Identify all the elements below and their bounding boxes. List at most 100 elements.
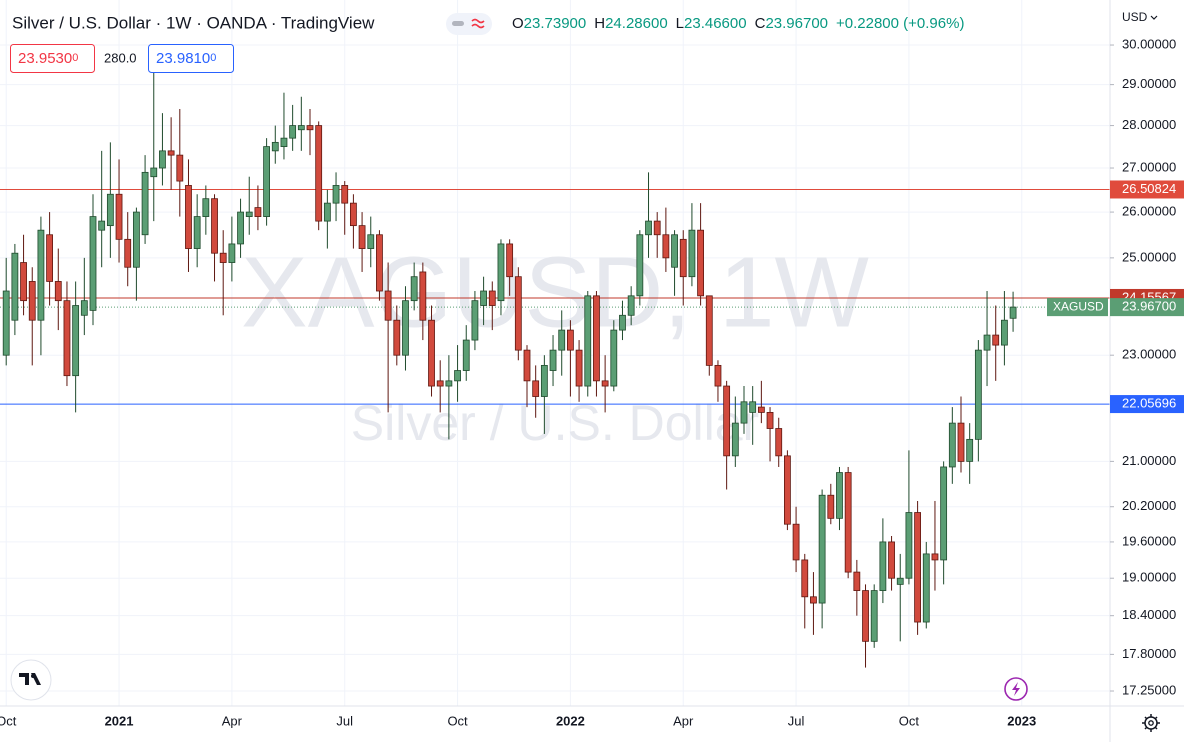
price-lines (0, 188, 1110, 405)
candle-body (11, 252, 19, 321)
candle-body (1001, 319, 1008, 346)
indicator-toggle[interactable] (446, 13, 492, 35)
x-tick-label: 2022 (556, 713, 585, 728)
candle-body (992, 334, 1000, 346)
candle-body (593, 295, 600, 382)
x-tick-label: Oct (447, 713, 468, 728)
svg-text:23.98100: 23.98100 (156, 50, 216, 67)
candle-body (488, 290, 496, 306)
candle-body (757, 406, 765, 413)
currency[interactable]: USD (1122, 10, 1148, 24)
candle-body (72, 305, 80, 377)
currency-selector[interactable]: USD (1122, 10, 1158, 24)
candle-body (914, 512, 921, 623)
candle-body (940, 466, 948, 561)
candle-body (974, 349, 982, 440)
candle-body (723, 385, 731, 457)
buy-button[interactable]: 23.98100 (148, 44, 234, 73)
sell-button[interactable]: 23.95300 (10, 44, 95, 73)
buy-price-small[interactable]: 0 (210, 52, 216, 64)
candle-body (358, 225, 366, 249)
candle-body (558, 329, 566, 351)
candle-body (905, 512, 913, 579)
y-tick-label: 28.00000 (1122, 117, 1176, 132)
candle-body (1009, 306, 1017, 319)
candle-body (271, 141, 279, 152)
candle-body (193, 216, 201, 249)
candle-body (671, 234, 678, 268)
candle-body (480, 290, 488, 306)
candle-body (792, 523, 800, 561)
price-label-box (1110, 395, 1184, 414)
spread: 280.0 (104, 50, 137, 65)
candle-body (983, 334, 991, 351)
x-tick-label: Apr (222, 713, 243, 728)
candle-body (263, 146, 271, 217)
legend-change: +0.22800 (+0.96%) (836, 15, 964, 32)
candle-body (775, 428, 783, 457)
candle-body (132, 211, 140, 268)
candle-body (37, 229, 45, 321)
legend-key: O (512, 15, 524, 32)
x-tick-label: 2021 (105, 713, 134, 728)
chart-title: Silver / U.S. Dollar · 1W · OANDA · Trad… (12, 13, 375, 32)
candle-body (254, 207, 262, 217)
candle-body (879, 541, 887, 591)
y-tick-label: 17.80000 (1122, 646, 1176, 661)
candle-body (540, 364, 548, 397)
candle-body (176, 154, 184, 182)
svg-text:23.95300: 23.95300 (18, 50, 78, 67)
candle-body (454, 370, 461, 382)
y-tick-label: 18.40000 (1122, 607, 1176, 622)
settings-icon[interactable] (1142, 714, 1160, 732)
candle-body (289, 125, 297, 139)
symbol-label: XAGUSD (1053, 299, 1104, 313)
candle-body (228, 243, 236, 263)
x-tick-label: Oct (899, 713, 920, 728)
candle-body (2, 290, 10, 356)
candle-body (349, 202, 357, 227)
candle-body (506, 243, 514, 278)
y-tick-label: 30.00000 (1122, 36, 1176, 51)
y-tick-label: 25.00000 (1122, 249, 1176, 264)
y-tick-label: 19.00000 (1122, 570, 1176, 585)
candle-body (462, 339, 470, 371)
candle-body (549, 349, 557, 371)
candle-body (575, 349, 583, 387)
candle-body (888, 541, 895, 579)
candle-body (705, 295, 713, 366)
candle-body (402, 300, 409, 356)
candle-body (497, 243, 505, 302)
sell-price[interactable]: 23.9530 (18, 50, 72, 67)
candle-body (54, 281, 62, 302)
buy-price[interactable]: 23.9810 (156, 50, 210, 67)
candle-body (922, 553, 930, 623)
candle-body (341, 185, 349, 204)
candle-body (167, 150, 175, 156)
events-icon[interactable] (1004, 677, 1028, 701)
candle-body (532, 380, 540, 397)
candle-body (697, 229, 704, 297)
candle-body (766, 412, 774, 429)
candle-body (523, 349, 531, 382)
candle-body (323, 202, 331, 222)
candle-body (931, 553, 939, 561)
legend-key: C (755, 15, 766, 32)
candle-body (141, 171, 149, 236)
candle-body (80, 300, 88, 316)
candle-body (106, 193, 114, 227)
candle-body (445, 380, 453, 387)
candle-body (948, 422, 956, 468)
candle-body (714, 364, 722, 387)
tradingview-logo[interactable] (10, 659, 52, 701)
candle-body (63, 300, 71, 377)
watermark-symbol: XAGUSD, 1W (241, 236, 869, 348)
candle-body (636, 234, 644, 297)
candle-body (514, 276, 522, 351)
candle-body (115, 193, 123, 240)
sell-price-small[interactable]: 0 (72, 52, 78, 64)
candle-body (818, 494, 826, 604)
candle-body (150, 167, 158, 178)
x-tick-label: Apr (673, 713, 694, 728)
